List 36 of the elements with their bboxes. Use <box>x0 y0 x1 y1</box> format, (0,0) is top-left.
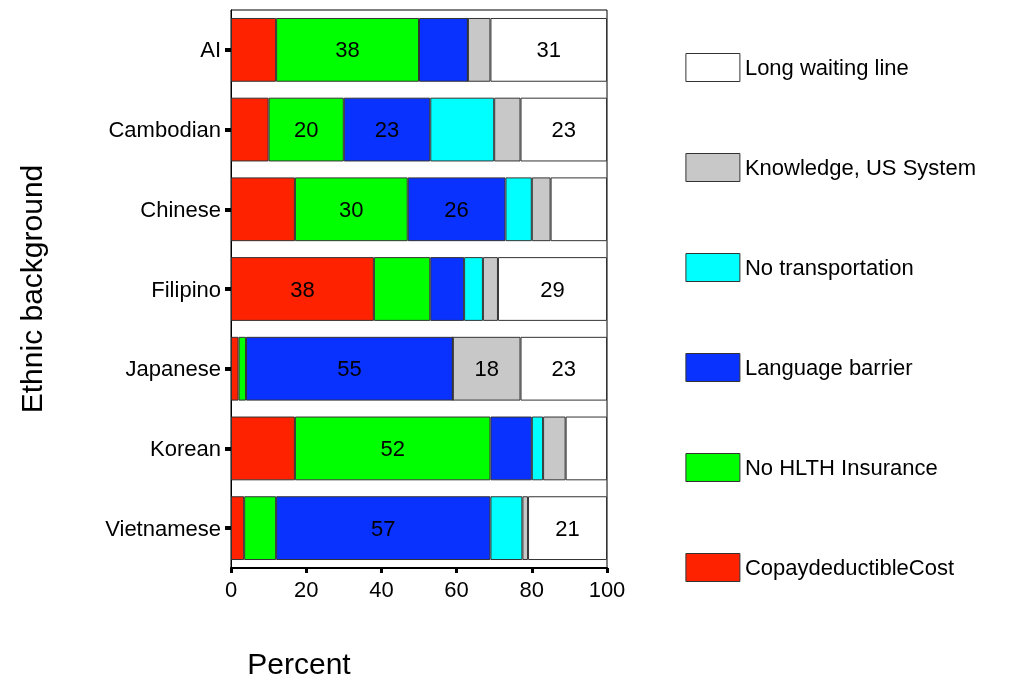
y-tick-label: Chinese <box>140 196 221 222</box>
data-label: 23 <box>551 356 576 382</box>
legend-label: CopaydeductibleCost <box>744 555 955 580</box>
y-tick-label: Filipino <box>151 276 221 302</box>
y-tick-label: Korean <box>150 435 221 461</box>
data-label: 20 <box>293 117 319 143</box>
x-axis-title: Percent <box>247 646 352 680</box>
data-label: 31 <box>536 37 561 63</box>
legend-label: No HLTH Insurance <box>744 455 938 480</box>
y-tick-label: Vietnamese <box>105 515 221 541</box>
legend-label: Knowledge, US System <box>744 155 976 180</box>
x-tick-label: 0 <box>224 576 238 602</box>
data-label: 23 <box>374 117 400 143</box>
data-label: 30 <box>339 196 364 222</box>
x-tick-label: 40 <box>369 576 394 602</box>
data-label: 29 <box>540 276 565 302</box>
data-label: 38 <box>290 276 315 302</box>
legend-label: No transportation <box>744 255 914 280</box>
legend-label: Long waiting line <box>744 55 909 80</box>
y-tick-label: Cambodian <box>108 117 221 143</box>
x-tick-label: 80 <box>519 576 545 602</box>
data-label: 18 <box>474 356 499 382</box>
legend-label: Language barrier <box>744 355 913 380</box>
x-tick-label: 60 <box>444 576 469 602</box>
x-tick-label: 20 <box>293 576 319 602</box>
data-label: 55 <box>337 356 362 382</box>
data-label: 38 <box>335 37 360 63</box>
data-label: 52 <box>380 435 405 461</box>
data-label: 23 <box>551 117 576 143</box>
data-label: 21 <box>555 515 580 541</box>
x-tick-label: 100 <box>588 576 626 602</box>
data-label: 57 <box>371 515 396 541</box>
y-axis-title: Ethnic background <box>14 164 48 414</box>
data-label: 26 <box>444 196 469 222</box>
y-tick-label: Japanese <box>125 356 221 382</box>
y-tick-label: AI <box>200 37 221 63</box>
